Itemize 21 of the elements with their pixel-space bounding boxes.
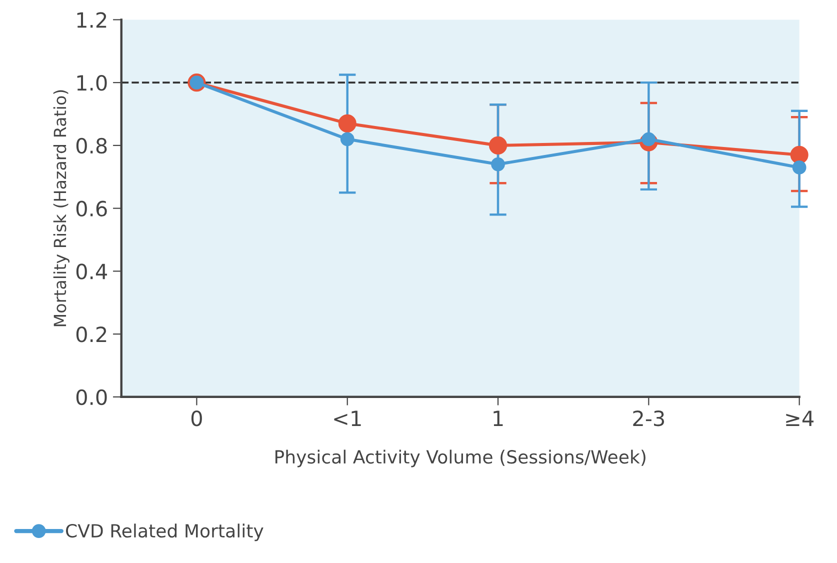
y-tick-label: 0.6 (76, 200, 107, 217)
point (790, 146, 808, 164)
point (340, 132, 354, 146)
y-tick-label: 0.0 (76, 389, 107, 406)
point (792, 160, 806, 174)
y-tick-label: 0.2 (76, 326, 106, 342)
point (491, 157, 505, 172)
x-tick-label: ≥4 (786, 410, 814, 426)
y-tick-label: 0.8 (76, 138, 107, 154)
point (488, 136, 508, 154)
x-tick-label: 1 (494, 410, 503, 426)
x-tick-label: 0 (191, 410, 202, 426)
y-tick-label: 1.2 (77, 12, 106, 28)
y-tick-label: 0.4 (76, 264, 108, 280)
x-axis-title: Physical Activity Volume (Sessions/Week) (275, 450, 646, 468)
legend-label: CVD Related Mortality (66, 524, 264, 542)
x-tick-label: <1 (334, 410, 361, 426)
y-axis-title: Mortality Risk (Hazard Ratio) (53, 90, 70, 326)
y-tick-label: 1.0 (77, 75, 107, 91)
point (338, 114, 356, 132)
x-tick-label: 2-3 (633, 410, 664, 426)
